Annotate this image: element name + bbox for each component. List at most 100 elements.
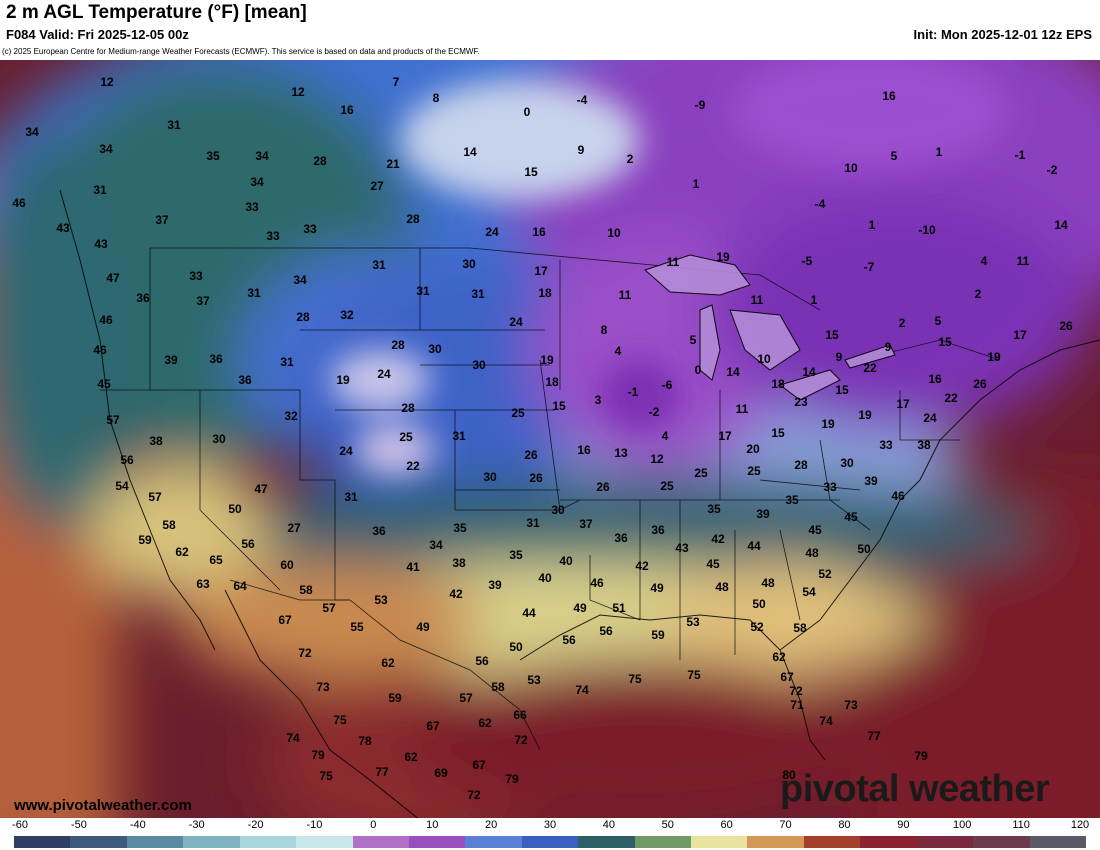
temperature-value: 42 — [449, 587, 463, 601]
temperature-value: 4 — [980, 254, 988, 268]
temperature-value: 64 — [233, 579, 247, 593]
temperature-value: 2 — [974, 287, 982, 301]
colorbar-tick: 50 — [661, 819, 674, 831]
temperature-value: 35 — [206, 149, 220, 163]
temperature-value: 67 — [426, 719, 440, 733]
temperature-value: 34 — [99, 142, 113, 156]
temperature-value: 72 — [298, 646, 312, 660]
temperature-value: 46 — [891, 489, 905, 503]
temperature-value: 42 — [635, 559, 649, 573]
temperature-value: 36 — [372, 524, 386, 538]
temperature-value: 26 — [596, 480, 610, 494]
temperature-value: 38 — [917, 438, 931, 452]
temperature-value: 4 — [614, 344, 622, 358]
temperature-value: 71 — [790, 698, 804, 712]
colorbar-segment — [408, 836, 466, 848]
colorbar-segment — [352, 836, 409, 848]
temperature-value: 46 — [12, 196, 26, 210]
temperature-value: 52 — [750, 620, 764, 634]
temperature-value: 74 — [819, 714, 833, 728]
temperature-value: 67 — [472, 758, 486, 772]
temperature-value: 46 — [590, 576, 604, 590]
temperature-value: 78 — [358, 734, 372, 748]
temperature-value: 24 — [485, 225, 499, 239]
temperature-value: 57 — [148, 490, 162, 504]
temperature-value: 62 — [404, 750, 418, 764]
temperature-value: 36 — [238, 373, 252, 387]
temperature-value: 10 — [607, 226, 621, 240]
temperature-value: 16 — [928, 372, 942, 386]
temperature-value: 22 — [944, 391, 958, 405]
temperature-value: 63 — [196, 577, 210, 591]
temperature-value: -7 — [863, 260, 875, 274]
temperature-value: 4 — [661, 429, 669, 443]
temperature-value: 15 — [552, 399, 566, 413]
temperature-value: 77 — [867, 729, 881, 743]
temperature-value: 62 — [478, 716, 492, 730]
temperature-value: 20 — [746, 442, 760, 456]
temperature-value: 17 — [718, 429, 732, 443]
colorbar-segment — [973, 836, 1030, 848]
temperature-value: 30 — [462, 257, 476, 271]
temperature-value: 33 — [303, 222, 317, 236]
map-title: 2 m AGL Temperature (°F) [mean] — [6, 2, 307, 23]
temperature-value: -4 — [576, 93, 588, 107]
temperature-value: 34 — [25, 125, 39, 139]
temperature-value: 31 — [526, 516, 540, 530]
temperature-value: 24 — [509, 315, 523, 329]
temperature-value: -4 — [814, 197, 826, 211]
temperature-value: 28 — [401, 401, 415, 415]
temperature-value: 56 — [120, 453, 134, 467]
temperature-value: 31 — [416, 284, 430, 298]
temperature-value: 28 — [391, 338, 405, 352]
temperature-value: 5 — [934, 314, 942, 328]
temperature-value: 75 — [319, 769, 333, 783]
temperature-value: 56 — [599, 624, 613, 638]
temperature-value: 72 — [514, 733, 528, 747]
temperature-value: 37 — [196, 294, 210, 308]
temperature-value: 31 — [471, 287, 485, 301]
colorbar-tick: -30 — [188, 819, 205, 831]
colorbar-tick: 0 — [370, 819, 377, 831]
temperature-value: 48 — [715, 580, 729, 594]
temperature-value: 30 — [840, 456, 854, 470]
temperature-value: 57 — [459, 691, 473, 705]
temperature-value: 36 — [614, 531, 628, 545]
colorbar-tick: -10 — [306, 819, 323, 831]
temperature-value: 69 — [434, 766, 448, 780]
temperature-value: 12 — [100, 75, 114, 89]
temperature-map[interactable]: 12 7 12 8 -4 16 0 -9 16 34 31 14 9 2 5 1 34 35 34 28 21 15 10-… — [0, 60, 1100, 818]
temperature-value: -1 — [627, 385, 639, 399]
temperature-value: 16 — [532, 225, 546, 239]
temperature-value: 77 — [375, 765, 389, 779]
colorbar-segment — [70, 836, 127, 848]
temperature-value: 34 — [250, 175, 264, 189]
temperature-value: 30 — [472, 358, 486, 372]
temperature-value: 22 — [406, 459, 420, 473]
temperature-value: 74 — [286, 731, 300, 745]
temperature-value: 57 — [106, 413, 120, 427]
temperature-value: 39 — [864, 474, 878, 488]
temperature-value: 24 — [339, 444, 353, 458]
temperature-value: 31 — [280, 355, 294, 369]
brand-logo: pivotal weather — [780, 768, 1050, 810]
temperature-value: -2 — [648, 405, 660, 419]
colorbar-segment — [296, 836, 353, 848]
temperature-value: 60 — [280, 558, 294, 572]
colorbar-tick: -50 — [70, 819, 87, 831]
temperature-value: 15 — [938, 335, 952, 349]
temperature-value: 72 — [789, 684, 803, 698]
colorbar-tick: 40 — [602, 819, 615, 831]
temperature-value: 22 — [863, 361, 877, 375]
temperature-value: 65 — [209, 553, 223, 567]
temperature-value: 14 — [463, 145, 477, 159]
colorbar-segment — [183, 836, 240, 848]
temperature-value: 41 — [406, 560, 420, 574]
temperature-value: 18 — [538, 286, 552, 300]
temperature-value: 40 — [538, 571, 552, 585]
temperature-value: 79 — [505, 772, 519, 786]
temperature-value: -9 — [694, 98, 706, 112]
temperature-value: 45 — [808, 523, 822, 537]
temperature-value: 79 — [914, 749, 928, 763]
temperature-value: 19 — [858, 408, 872, 422]
